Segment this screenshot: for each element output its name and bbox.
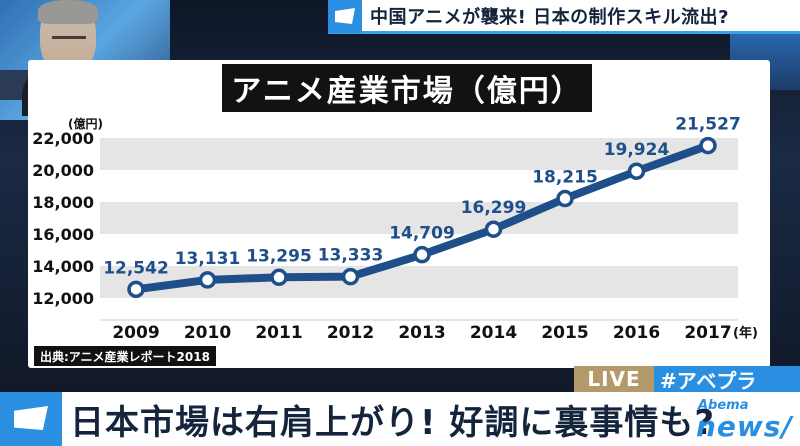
- x-tick-label: 2017: [684, 323, 731, 343]
- data-point: [127, 280, 145, 299]
- flag-icon: [328, 0, 362, 33]
- data-point: [413, 245, 431, 264]
- presenter-hair: [38, 0, 98, 24]
- presenter-eyes: [52, 36, 86, 41]
- source-label: 出典:アニメ産業レポート2018: [34, 346, 216, 366]
- grid-band: [100, 202, 738, 234]
- data-point: [484, 220, 503, 238]
- data-label: 13,295: [246, 246, 312, 266]
- data-label: 13,333: [318, 246, 384, 266]
- y-tick-label: 18,000: [32, 193, 94, 212]
- data-label: 14,709: [389, 224, 455, 244]
- lower-third: [0, 392, 800, 446]
- y-tick-label: 14,000: [32, 257, 94, 276]
- hashtag-badge: #アベプラ: [654, 366, 800, 393]
- x-tick-label: 2009: [112, 323, 159, 343]
- data-point: [556, 189, 574, 208]
- top-banner: 中国アニメが襲来! 日本の制作スキル流出?: [328, 0, 800, 34]
- lower-third-text: 日本市場は右肩上がり! 好調に裏事情も?: [70, 402, 716, 443]
- data-label: 13,131: [175, 249, 241, 269]
- chart-title: アニメ産業市場（億円）: [222, 64, 592, 112]
- x-axis-unit: (年): [733, 325, 758, 341]
- lower-flag-icon: [0, 392, 62, 446]
- x-tick-label: 2010: [184, 323, 231, 343]
- data-point: [627, 162, 646, 180]
- y-tick-label: 22,000: [32, 129, 94, 148]
- data-label: 16,299: [461, 198, 527, 218]
- data-label: 19,924: [604, 140, 670, 160]
- x-tick-label: 2014: [470, 323, 517, 343]
- channel-logo: Abema news/: [690, 396, 800, 446]
- y-tick-label: 16,000: [32, 225, 94, 244]
- y-axis-unit: (億円): [68, 116, 103, 131]
- data-point: [270, 268, 288, 287]
- data-label: 12,542: [103, 258, 169, 278]
- y-tick-label: 20,000: [32, 161, 94, 180]
- top-banner-title: 中国アニメが襲来! 日本の制作スキル流出?: [370, 6, 730, 28]
- y-tick-label: 12,000: [32, 289, 94, 308]
- data-label: 18,215: [532, 168, 598, 188]
- data-label: 21,527: [675, 115, 741, 135]
- data-point: [198, 271, 217, 289]
- live-badge: LIVE: [574, 366, 654, 392]
- logo-line1: Abema: [698, 398, 749, 413]
- x-tick-label: 2012: [327, 323, 374, 343]
- x-tick-label: 2013: [398, 323, 445, 343]
- logo-line2: news/: [696, 410, 793, 443]
- x-tick-label: 2016: [613, 323, 660, 343]
- data-point: [341, 267, 360, 286]
- x-tick-label: 2015: [541, 323, 588, 343]
- x-tick-label: 2011: [255, 323, 302, 343]
- data-point: [699, 136, 717, 155]
